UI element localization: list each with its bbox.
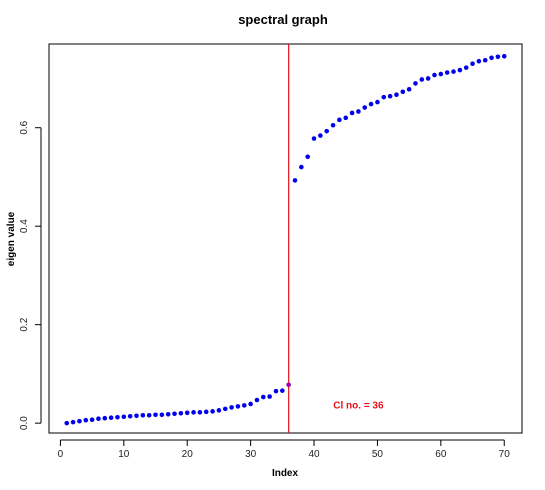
data-point [159, 412, 165, 418]
data-point [134, 413, 139, 419]
data-point [451, 69, 456, 74]
data-point [438, 71, 444, 77]
data-point [267, 394, 272, 399]
data-point [318, 133, 323, 138]
data-point [330, 122, 336, 128]
data-point [432, 72, 437, 78]
x-tick-label: 40 [308, 449, 320, 460]
data-point [375, 99, 380, 105]
x-axis-label: Index [272, 468, 299, 479]
data-point [153, 412, 158, 418]
x-axis: 0 10 20 30 40 50 60 70 [58, 439, 511, 460]
data-points [64, 54, 507, 426]
data-point [489, 55, 494, 61]
x-tick-label: 60 [435, 449, 447, 460]
data-point [184, 410, 190, 416]
cluster-annotation: Cl no. = 36 [333, 400, 384, 411]
data-point [178, 411, 184, 416]
data-point [495, 54, 501, 60]
data-point [362, 105, 368, 110]
data-point [210, 409, 215, 414]
data-point [470, 61, 475, 66]
data-point [425, 76, 431, 81]
y-axis-label: eigen value [6, 211, 17, 266]
data-point [102, 415, 108, 421]
data-point [96, 416, 101, 422]
data-point [203, 409, 209, 415]
data-point [89, 417, 95, 423]
data-point [368, 101, 374, 107]
data-point [305, 154, 310, 160]
x-tick-label: 20 [182, 449, 194, 460]
data-point [261, 394, 266, 400]
data-point [254, 397, 260, 403]
data-point [501, 54, 507, 59]
data-point [444, 70, 450, 75]
chart-title: spectral graph [238, 12, 328, 27]
data-point [229, 405, 234, 410]
data-point [165, 411, 171, 417]
data-point [343, 115, 349, 121]
plot-frame [48, 43, 523, 434]
data-point [216, 408, 222, 413]
data-point [299, 164, 304, 170]
data-point [324, 128, 330, 134]
data-point [413, 81, 418, 86]
data-point [83, 417, 89, 423]
x-tick-label: 10 [118, 449, 130, 460]
data-point [197, 410, 203, 415]
data-point [115, 414, 120, 420]
data-point [70, 419, 76, 425]
data-point [191, 410, 196, 415]
data-point [349, 110, 355, 116]
x-tick-label: 30 [245, 449, 257, 460]
data-point [463, 65, 469, 70]
data-point [311, 136, 317, 141]
data-point [172, 411, 177, 417]
data-point [127, 413, 133, 419]
data-point [292, 178, 298, 183]
data-point [387, 93, 393, 99]
y-tick-label: 0.2 [19, 317, 30, 331]
x-tick-label: 0 [58, 449, 64, 460]
data-point [77, 418, 82, 424]
data-point [356, 109, 361, 114]
data-point [381, 94, 387, 100]
data-point [286, 382, 291, 388]
data-point [406, 87, 412, 92]
data-point [146, 412, 152, 418]
data-point [273, 388, 279, 394]
data-point [64, 420, 70, 426]
y-tick-label: 0.4 [19, 219, 30, 233]
data-point [400, 89, 406, 95]
data-point [419, 77, 425, 82]
data-point [337, 117, 342, 123]
y-tick-label: 0.6 [19, 120, 30, 134]
data-point [248, 401, 253, 407]
data-point [280, 388, 285, 393]
y-tick-label: 0.0 [19, 416, 30, 430]
data-point [394, 92, 399, 98]
data-point [241, 403, 247, 408]
data-point [140, 412, 146, 418]
data-point [222, 406, 228, 412]
x-tick-label: 50 [372, 449, 384, 460]
y-axis: 0.0 0.2 0.4 0.6 [19, 120, 42, 430]
data-point [121, 414, 127, 420]
x-tick-label: 70 [499, 449, 511, 460]
data-point [235, 404, 241, 409]
data-point [476, 58, 482, 64]
data-point [108, 415, 114, 421]
data-point [482, 57, 488, 63]
data-point [457, 67, 463, 73]
